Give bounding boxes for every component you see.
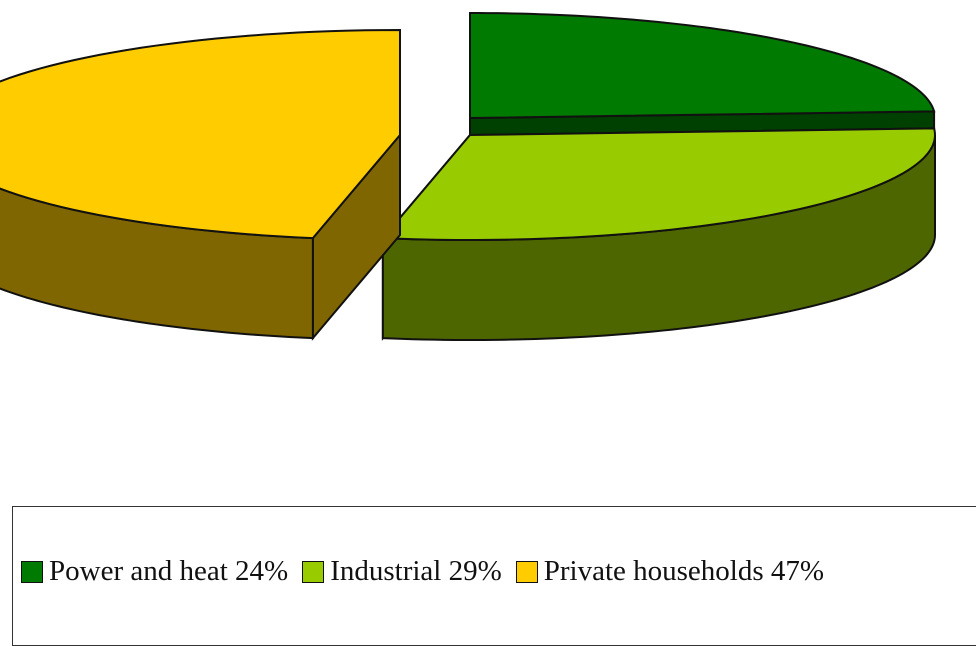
- legend: Power and heat 24% Industrial 29% Privat…: [12, 506, 976, 646]
- legend-item-industrial: Industrial 29%: [302, 557, 502, 586]
- legend-label-industrial: Industrial 29%: [330, 555, 502, 587]
- legend-item-power-and-heat: Power and heat 24%: [21, 557, 288, 586]
- pie-slice-top: [469, 11, 936, 120]
- legend-swatch-private-households: [515, 560, 538, 583]
- legend-row: Power and heat 24% Industrial 29% Privat…: [21, 557, 838, 586]
- legend-label-power-and-heat: Power and heat 24%: [49, 555, 289, 587]
- legend-swatch-power-and-heat: [21, 560, 43, 583]
- legend-item-private-households: Private households 47%: [515, 555, 825, 587]
- pie-slice-top: [380, 127, 936, 242]
- pie-slice-private-households: [0, 28, 401, 341]
- pie-chart: [0, 11, 936, 342]
- pie-slice-industrial: [380, 127, 936, 342]
- pie-slices: [0, 11, 936, 342]
- pie-slice-top: [0, 28, 401, 240]
- legend-swatch-industrial: [302, 560, 325, 583]
- legend-label-private-households: Private households 47%: [543, 555, 825, 587]
